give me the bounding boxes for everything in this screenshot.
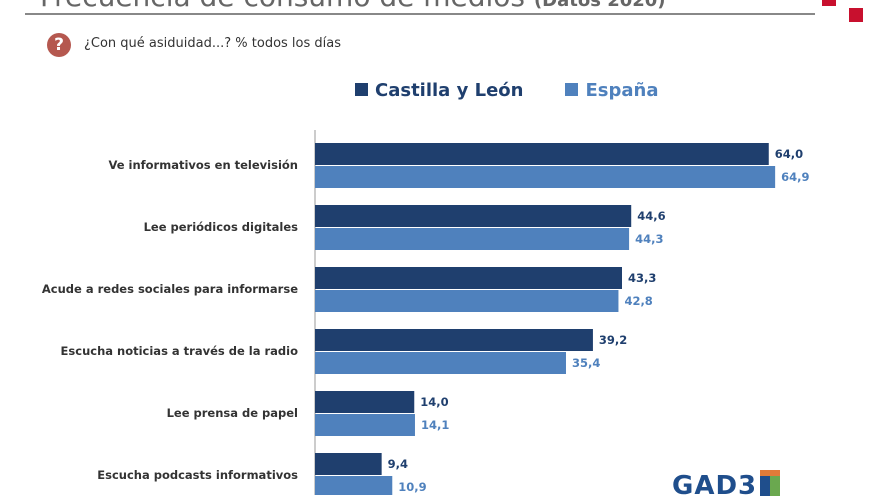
category-label: Ve informativos en televisión [108,158,298,172]
question-circle-icon: ? [47,33,71,57]
category-label: Lee prensa de papel [167,406,298,420]
category-label: Escucha podcasts informativos [97,468,298,482]
flag-icon [849,8,863,22]
legend-item: Castilla y León [355,80,523,101]
data-label: 64,9 [781,170,809,184]
legend: Castilla y León España [355,80,658,101]
data-label: 64,0 [775,147,803,161]
data-label: 10,9 [398,480,426,494]
bar [315,143,769,165]
data-label: 14,1 [421,418,449,432]
bar [315,453,382,475]
bar [315,205,632,227]
category-label: Escucha noticias a través de la radio [61,344,299,358]
title-suffix: (Datos 2020) [533,0,666,11]
legend-item: España [565,80,658,101]
bar [315,329,593,351]
category-label: Lee periódicos digitales [144,220,299,234]
bar [315,414,415,436]
bar [315,391,415,413]
data-label: 14,0 [420,395,448,409]
gad3-logo: GAD3 [672,470,781,501]
legend-label: Castilla y León [375,80,524,101]
legend-swatch [355,83,368,96]
bar [315,228,630,250]
title-divider [25,13,815,15]
data-label: 44,6 [637,209,665,223]
data-label: 43,3 [628,271,656,285]
page-title: Frecuencia de consumo de medios (Datos 2… [40,0,666,13]
bar [315,267,622,289]
logo-text: GAD3 [672,471,758,501]
title-text: Frecuencia de consumo de medios [40,0,525,13]
bar [315,476,393,495]
data-label: 35,4 [572,356,600,370]
flag-icon [822,0,836,6]
question-text: ¿Con qué asiduidad...? % todos los días [84,36,341,51]
data-label: 42,8 [624,294,652,308]
category-label: Acude a redes sociales para informarse [42,282,298,296]
cube-icon [760,470,781,496]
data-label: 39,2 [599,333,627,347]
data-label: 9,4 [388,457,408,471]
legend-swatch [565,83,579,96]
legend-label: España [585,80,659,101]
data-label: 44,3 [635,232,663,246]
bar [315,290,619,312]
bar [315,166,776,188]
bar [315,352,566,374]
